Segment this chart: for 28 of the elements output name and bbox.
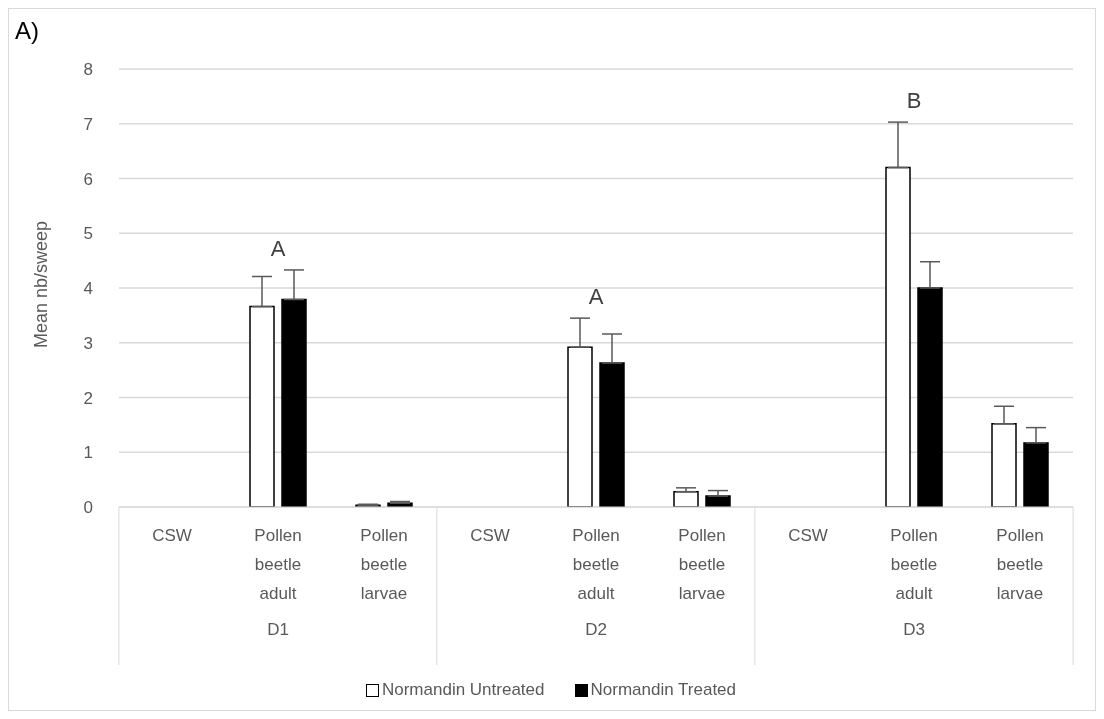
y-axis-title: Mean nb/sweep — [31, 220, 52, 348]
y-tick-label: 4 — [83, 279, 93, 299]
annotation: A — [588, 284, 604, 310]
y-tick-label: 1 — [83, 443, 93, 463]
y-tick-label: 2 — [83, 388, 93, 408]
x-tick-label: Pollen beetle adult — [572, 526, 620, 603]
x-tick-label: Pollen beetle larvae — [996, 526, 1044, 603]
text: D2 — [585, 620, 607, 639]
y-tick-label: 5 — [83, 224, 93, 244]
x-tick-label: Pollen beetle larvae — [678, 526, 726, 603]
x-tick-label: CSW — [152, 526, 192, 545]
text: D1 — [267, 620, 289, 639]
x-tick-label: Pollen beetle larvae — [360, 526, 408, 603]
annotation: A — [270, 235, 286, 261]
y-tick-label: 7 — [83, 114, 93, 134]
x-tick-label: Pollen beetle adult — [254, 526, 302, 603]
y-tick-label: 0 — [83, 498, 93, 518]
x-tick-label: CSW — [470, 526, 510, 545]
legend-label: Normandin Treated — [589, 680, 737, 700]
y-tick-label: 3 — [83, 333, 93, 353]
x-tick-label: Pollen beetle adult — [890, 526, 938, 603]
chart-title: A) — [15, 17, 39, 45]
y-tick-label: 8 — [83, 60, 93, 80]
text: D3 — [903, 620, 925, 639]
annotation: B — [906, 88, 922, 114]
legend-label: Normandin Untreated — [380, 680, 545, 700]
y-tick-label: 6 — [83, 169, 93, 189]
x-tick-label: CSW — [788, 526, 828, 545]
